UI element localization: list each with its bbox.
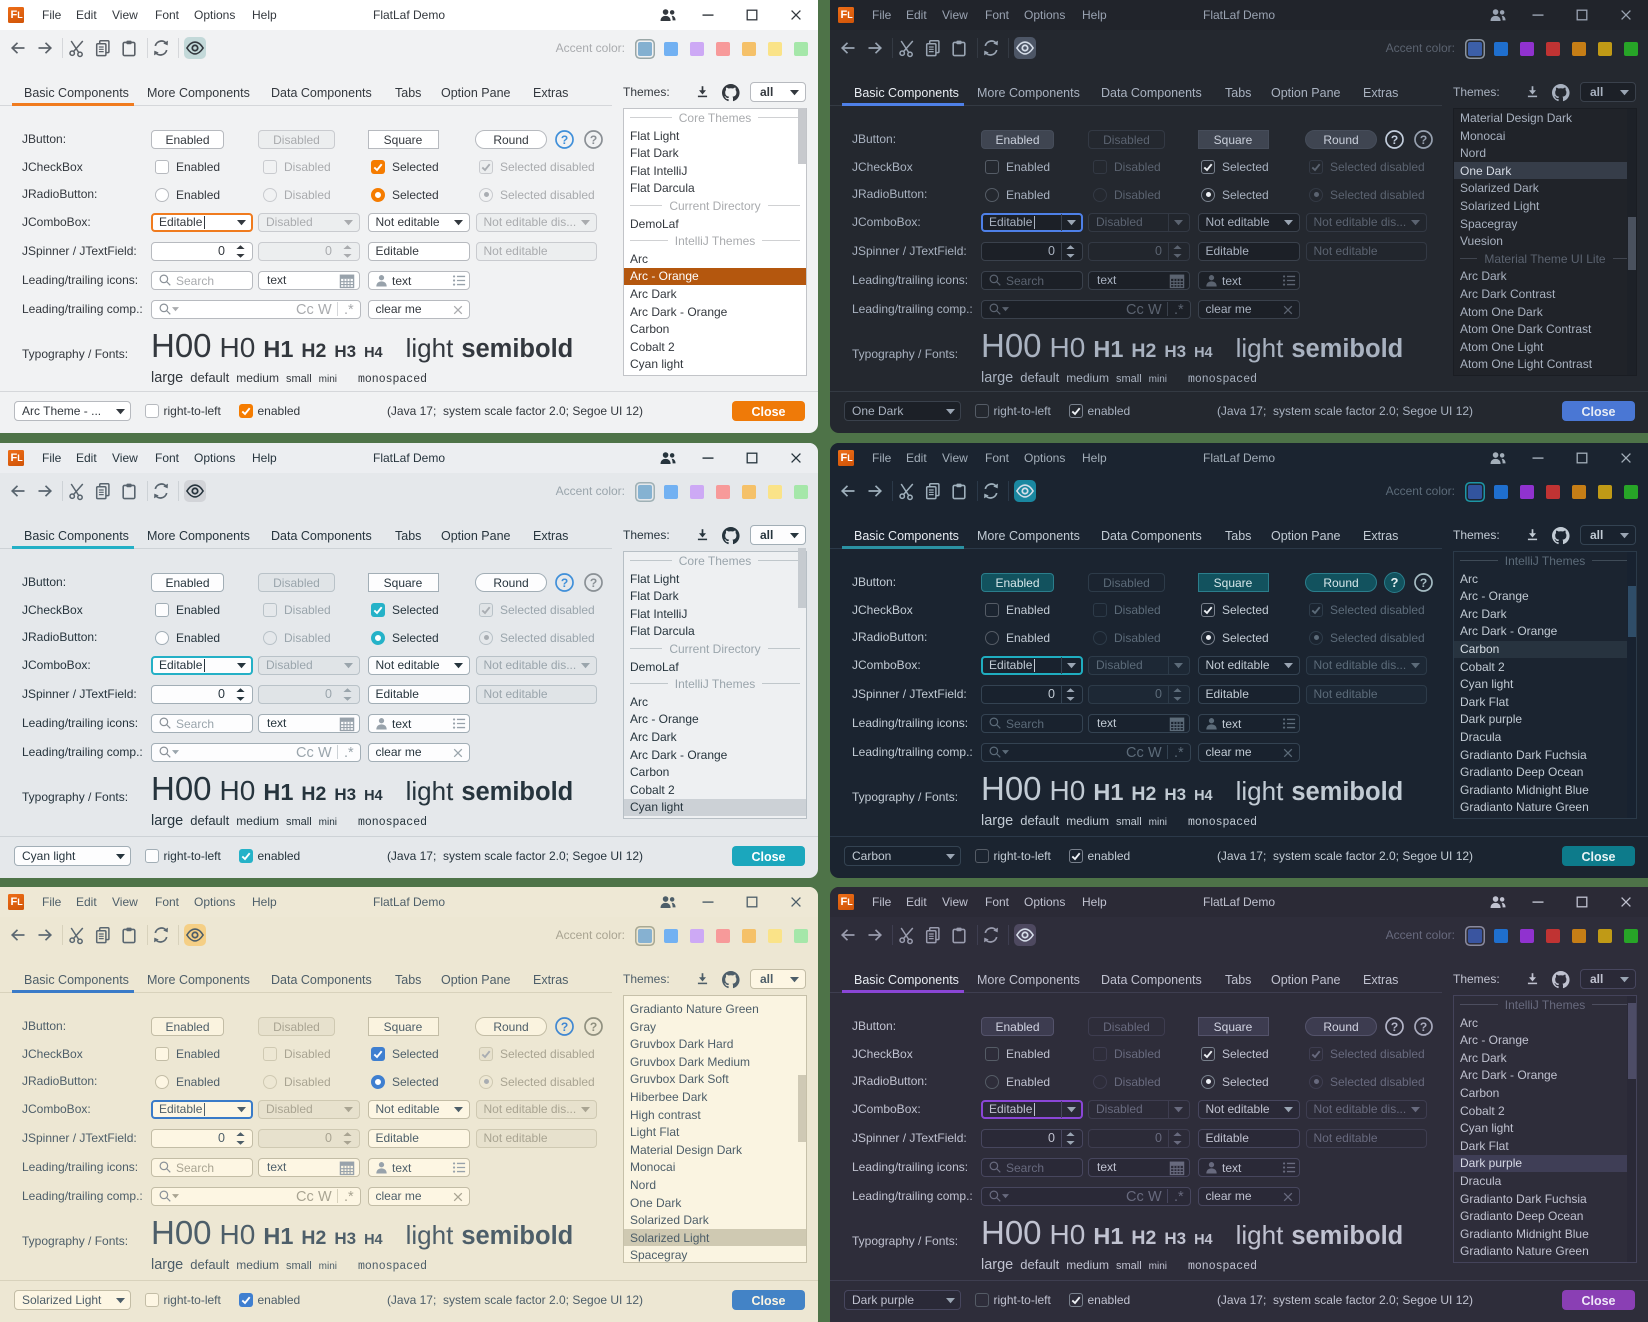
svg-text:?: ? — [590, 576, 597, 590]
svg-text:?: ? — [1420, 133, 1427, 147]
svg-text:?: ? — [1391, 1020, 1398, 1034]
svg-text:?: ? — [561, 133, 568, 147]
svg-text:?: ? — [561, 576, 568, 590]
svg-text:?: ? — [590, 1020, 597, 1034]
svg-text:?: ? — [1420, 576, 1427, 590]
svg-text:?: ? — [1391, 133, 1398, 147]
svg-text:?: ? — [1420, 1020, 1427, 1034]
svg-text:?: ? — [590, 133, 597, 147]
svg-text:?: ? — [561, 1020, 568, 1034]
